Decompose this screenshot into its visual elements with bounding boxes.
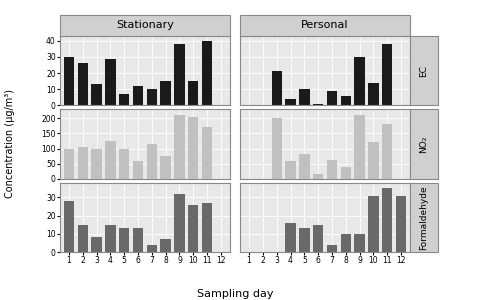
Bar [160, 239, 171, 252]
Text: Personal: Personal [302, 20, 349, 31]
Bar [368, 196, 378, 252]
Bar [188, 117, 198, 178]
Bar [119, 228, 130, 252]
Bar [78, 63, 88, 105]
Bar [272, 118, 282, 178]
Bar [119, 148, 130, 178]
Bar [368, 142, 378, 178]
Bar [160, 156, 171, 178]
Bar [202, 203, 212, 252]
Bar [92, 84, 102, 105]
Bar [133, 160, 143, 178]
Bar [174, 194, 184, 252]
Bar [105, 225, 116, 252]
Bar [354, 234, 365, 252]
Bar [92, 237, 102, 252]
Bar [299, 154, 310, 178]
Text: NO₂: NO₂ [419, 135, 428, 153]
Bar [174, 44, 184, 105]
Bar [64, 201, 74, 252]
Bar [174, 116, 184, 178]
Bar [202, 41, 212, 105]
Bar [119, 94, 130, 105]
Bar [286, 99, 296, 105]
Bar [382, 44, 392, 105]
Bar [92, 148, 102, 178]
Bar [340, 96, 351, 105]
Bar [368, 83, 378, 105]
Bar [327, 91, 337, 105]
Bar [299, 89, 310, 105]
Bar [340, 234, 351, 252]
Bar [340, 167, 351, 178]
Bar [146, 245, 157, 252]
Bar [133, 86, 143, 105]
Bar [354, 57, 365, 105]
Bar [313, 174, 324, 178]
Bar [133, 228, 143, 252]
Bar [78, 147, 88, 178]
Text: Concentration (µg/m³): Concentration (µg/m³) [5, 89, 15, 199]
Bar [78, 225, 88, 252]
Bar [382, 188, 392, 252]
Bar [64, 57, 74, 105]
Bar [286, 160, 296, 178]
Bar [313, 103, 324, 105]
Text: Sampling day: Sampling day [197, 289, 273, 299]
Bar [160, 81, 171, 105]
Text: Formaldehyde: Formaldehyde [419, 185, 428, 250]
Bar [286, 223, 296, 252]
Bar [327, 160, 337, 178]
Text: EC: EC [419, 65, 428, 76]
Bar [299, 228, 310, 252]
Bar [396, 196, 406, 252]
Bar [313, 225, 324, 252]
Bar [146, 89, 157, 105]
Bar [382, 124, 392, 178]
Bar [202, 128, 212, 178]
Bar [272, 71, 282, 105]
Bar [64, 148, 74, 178]
Bar [105, 141, 116, 178]
Bar [188, 81, 198, 105]
Bar [188, 205, 198, 252]
Bar [327, 245, 337, 252]
Bar [105, 58, 116, 105]
Text: Stationary: Stationary [116, 20, 174, 31]
Bar [354, 116, 365, 178]
Bar [146, 144, 157, 178]
